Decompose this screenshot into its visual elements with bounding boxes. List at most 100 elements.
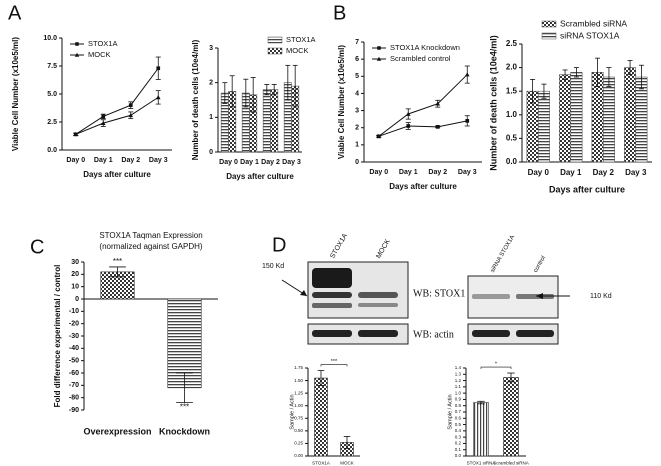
x-tick-label: Day 0 bbox=[528, 168, 550, 177]
x-tick-label: Scrambled siRNA bbox=[493, 461, 529, 466]
y-axis-label: Number of death cells (10e4/ml) bbox=[191, 39, 200, 160]
y-tick-label: 10.0 bbox=[43, 35, 57, 42]
x-tick-label: Day 1 bbox=[94, 157, 113, 164]
y-tick-label: 1.75 bbox=[294, 365, 303, 370]
lane-label: control bbox=[533, 255, 547, 274]
y-tick-label: 0.5 bbox=[455, 422, 462, 427]
panel-letter: B bbox=[333, 2, 346, 24]
bar bbox=[473, 402, 489, 457]
y-tick-label: 0 bbox=[75, 296, 79, 303]
x-tick-label: Day 1 bbox=[560, 168, 582, 177]
y-tick-label: 1.00 bbox=[294, 403, 303, 408]
y-tick-label: -60 bbox=[69, 370, 79, 377]
y-tick-label: 2.0 bbox=[506, 63, 518, 72]
x-tick-label: Day 0 bbox=[369, 169, 388, 176]
y-tick-label: 5 bbox=[355, 73, 359, 80]
x-tick-label: Day 2 bbox=[593, 168, 615, 177]
marker bbox=[405, 111, 411, 116]
x-tick-label: Day 2 bbox=[428, 169, 447, 176]
legend-label: STOX1A bbox=[88, 39, 117, 48]
x-tick-label: Day 3 bbox=[282, 159, 301, 166]
y-tick-label: 0.75 bbox=[294, 415, 303, 420]
significance-label: * bbox=[495, 361, 498, 367]
value-annotation: *** bbox=[180, 403, 189, 412]
x-tick-label: Day 3 bbox=[458, 169, 477, 176]
y-tick-label: 0.7 bbox=[455, 409, 462, 414]
blot-marker: 150 Kd bbox=[262, 263, 284, 270]
y-tick-label: 0 bbox=[355, 159, 359, 166]
x-tick-label: Day 0 bbox=[219, 159, 238, 166]
bar bbox=[314, 377, 328, 457]
legend-swatch bbox=[267, 47, 283, 55]
blot-right bbox=[467, 275, 570, 345]
y-tick-label: 1 bbox=[355, 142, 359, 149]
marker bbox=[406, 124, 411, 128]
y-tick-label: 1.0 bbox=[455, 390, 462, 395]
y-tick-label: 0.0 bbox=[455, 453, 462, 458]
bar bbox=[262, 89, 271, 153]
blot-left bbox=[281, 261, 409, 345]
bar bbox=[559, 74, 572, 163]
y-tick-label: 0.0 bbox=[506, 157, 518, 166]
x-axis-label: Days after culture bbox=[83, 170, 151, 179]
x-tick-label: Day 3 bbox=[625, 168, 647, 177]
line bbox=[75, 67, 159, 135]
legend-marker bbox=[75, 42, 79, 46]
y-tick-label: -70 bbox=[69, 382, 79, 389]
y-tick-label: 0.4 bbox=[455, 428, 462, 433]
lane-label: MOCK bbox=[375, 238, 392, 260]
x-tick-label: MOCK bbox=[340, 461, 354, 466]
y-tick-label: 10 bbox=[71, 284, 79, 291]
bar bbox=[537, 90, 550, 163]
x-tick-label: Day 1 bbox=[240, 159, 259, 166]
blot-label: WB: STOX1 bbox=[413, 288, 465, 299]
chart-title: STOX1A Taqman Expression bbox=[99, 231, 202, 240]
significance-bracket bbox=[320, 364, 348, 367]
significance-bracket bbox=[480, 366, 512, 370]
blot-marker: 110 Kd bbox=[590, 293, 612, 300]
lane-label: siRNA STOX1A bbox=[490, 234, 516, 273]
line bbox=[378, 120, 468, 137]
y-tick-label: 20 bbox=[71, 271, 79, 278]
y-tick-label: 0.1 bbox=[455, 447, 462, 452]
y-tick-label: 2.5 bbox=[47, 119, 57, 126]
y-tick-label: 1.1 bbox=[455, 384, 462, 389]
y-tick-label: 7.5 bbox=[47, 63, 57, 70]
x-tick-label: Knockdown bbox=[159, 426, 210, 436]
y-tick-label: 0.50 bbox=[294, 428, 303, 433]
x-axis-label: Days after culture bbox=[226, 172, 294, 181]
y-tick-label: 2.5 bbox=[506, 39, 518, 48]
x-tick-label: Day 2 bbox=[261, 159, 280, 166]
x-tick-label: Day 3 bbox=[149, 157, 168, 164]
legend-label: Scrambled siRNA bbox=[560, 18, 627, 28]
y-tick-label: 3 bbox=[209, 45, 213, 52]
legend-label: Scrambled control bbox=[390, 54, 451, 63]
y-tick-label: 4 bbox=[355, 90, 359, 97]
y-tick-label: 0 bbox=[209, 149, 213, 156]
y-tick-label: 2 bbox=[209, 80, 213, 87]
legend-marker bbox=[377, 46, 381, 50]
y-tick-label: 2 bbox=[355, 125, 359, 132]
legend-swatch bbox=[541, 32, 557, 40]
value-annotation: *** bbox=[113, 257, 122, 266]
y-tick-label: 7 bbox=[355, 39, 359, 46]
marker bbox=[376, 133, 382, 139]
chart-subtitle: (normalized against GAPDH) bbox=[99, 242, 202, 251]
y-tick-label: -30 bbox=[69, 333, 79, 340]
marker bbox=[73, 132, 79, 137]
x-tick-label: STOX1 siRNA bbox=[467, 461, 496, 466]
y-tick-label: -40 bbox=[69, 345, 79, 352]
y-tick-label: 1.4 bbox=[455, 365, 462, 370]
x-tick-label: Day 2 bbox=[121, 157, 140, 164]
y-tick-label: 1 bbox=[209, 114, 213, 121]
x-axis-label: Days after culture bbox=[549, 184, 625, 194]
legend-label: MOCK bbox=[286, 46, 309, 55]
significance-label: *** bbox=[331, 359, 338, 365]
line bbox=[75, 96, 159, 135]
y-tick-label: 0.8 bbox=[455, 403, 462, 408]
legend-label: STOX1A bbox=[286, 35, 315, 44]
marker bbox=[128, 112, 134, 118]
y-tick-label: -90 bbox=[69, 407, 79, 414]
marker bbox=[465, 119, 470, 123]
